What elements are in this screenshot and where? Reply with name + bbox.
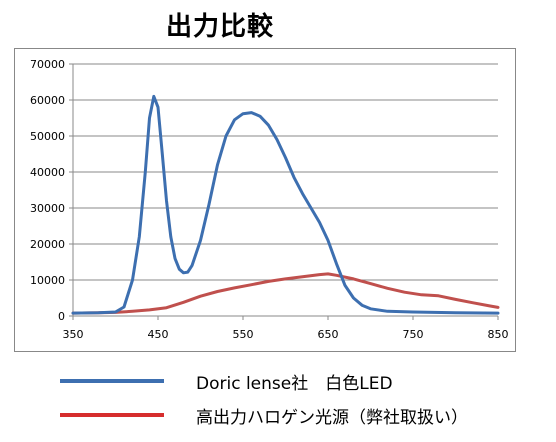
legend-swatch-halogen — [60, 413, 164, 417]
x-tick-label-450: 450 — [148, 328, 169, 341]
legend-item-led: Doric lense社 白色LED — [60, 369, 540, 395]
series-line-0 — [71, 94, 500, 315]
legend-label-led: Doric lense社 白色LED — [196, 374, 393, 394]
y-tick-label-30000: 30000 — [30, 202, 65, 215]
x-tick-label-350: 350 — [63, 328, 84, 341]
plot-area-frame — [14, 48, 516, 352]
y-tick-label-0: 0 — [58, 310, 65, 323]
series-line-1 — [71, 272, 500, 315]
legend-item-halogen: 高出力ハロゲン光源（弊社取扱い） — [60, 403, 540, 429]
x-tick-label-550: 550 — [233, 328, 254, 341]
y-tick-label-50000: 50000 — [30, 130, 65, 143]
y-tick-label-70000: 70000 — [30, 58, 65, 71]
x-tick-label-750: 750 — [403, 328, 424, 341]
axes — [69, 63, 499, 320]
y-tick-label-10000: 10000 — [30, 274, 65, 287]
legend-swatch-led — [60, 379, 164, 383]
x-tick-label-650: 650 — [318, 328, 339, 341]
gridlines — [73, 63, 498, 281]
line-chart: 0 10000 20000 30000 40000 50000 60000 70000 350… — [30, 58, 509, 341]
legend: Doric lense社 白色LED 高出力ハロゲン光源（弊社取扱い） — [0, 360, 556, 440]
series-layer — [71, 94, 500, 315]
y-tick-label-20000: 20000 — [30, 238, 65, 251]
y-tick-label-60000: 60000 — [30, 94, 65, 107]
x-tick-label-850: 850 — [488, 328, 509, 341]
legend-label-halogen: 高出力ハロゲン光源（弊社取扱い） — [196, 408, 468, 428]
chart-title: 出力比較 — [165, 12, 274, 42]
y-tick-label-40000: 40000 — [30, 166, 65, 179]
y-tick-labels: 0 10000 20000 30000 40000 50000 60000 70000 — [30, 58, 65, 323]
x-tick-labels: 350 450 550 650 750 850 — [63, 328, 509, 341]
